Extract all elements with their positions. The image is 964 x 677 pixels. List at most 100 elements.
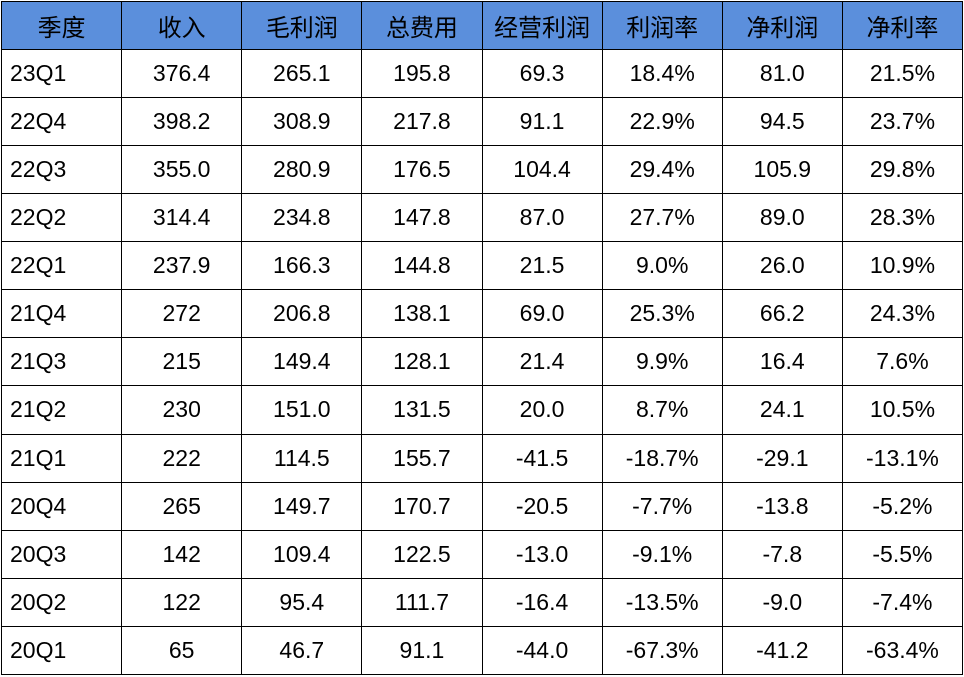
value-cell: 27.7% <box>601 193 723 243</box>
value-cell: 376.4 <box>121 48 243 99</box>
value-cell: 155.7 <box>361 433 483 483</box>
value-cell: 149.4 <box>241 337 363 387</box>
value-cell: 166.3 <box>241 241 363 291</box>
value-cell: 22.9% <box>601 97 723 147</box>
value-cell: -9.1% <box>601 529 723 579</box>
value-cell: -13.1% <box>841 433 964 483</box>
table-row: 22Q2 314.4 234.8 147.8 87.0 27.7% 89.0 28.3% <box>0 193 964 243</box>
table-row: 22Q3 355.0 280.9 176.5 104.4 29.4% 105.9 29.8% <box>0 145 964 195</box>
value-cell: 234.8 <box>241 193 363 243</box>
value-cell: 147.8 <box>361 193 483 243</box>
quarter-cell: 22Q3 <box>0 145 123 195</box>
table-row: 22Q1 237.9 166.3 144.8 21.5 9.0% 26.0 10.9% <box>0 241 964 291</box>
header-cell: 利润率 <box>601 1 723 50</box>
header-cell: 总费用 <box>361 1 483 50</box>
quarter-cell: 21Q4 <box>0 289 123 339</box>
value-cell: 206.8 <box>241 289 363 339</box>
table-row: 21Q3 215 149.4 128.1 21.4 9.9% 16.4 7.6% <box>0 337 964 387</box>
header-cell: 净利率 <box>841 1 964 50</box>
quarter-cell: 20Q2 <box>0 577 123 627</box>
table-row: 20Q1 65 46.7 91.1 -44.0 -67.3% -41.2 -63.4% <box>0 625 964 676</box>
value-cell: -67.3% <box>601 625 723 676</box>
value-cell: 230 <box>121 385 243 435</box>
quarter-cell: 21Q2 <box>0 385 123 435</box>
value-cell: 95.4 <box>241 577 363 627</box>
table-row: 22Q4 398.2 308.9 217.8 91.1 22.9% 94.5 23.7% <box>0 97 964 147</box>
value-cell: 81.0 <box>721 48 843 99</box>
quarter-cell: 20Q1 <box>0 625 123 676</box>
value-cell: 21.5% <box>841 48 964 99</box>
table-row: 21Q2 230 151.0 131.5 20.0 8.7% 24.1 10.5% <box>0 385 964 435</box>
header-cell: 收入 <box>121 1 243 50</box>
header-cell: 经营利润 <box>481 1 603 50</box>
value-cell: 9.9% <box>601 337 723 387</box>
value-cell: 215 <box>121 337 243 387</box>
value-cell: 16.4 <box>721 337 843 387</box>
value-cell: -41.2 <box>721 625 843 676</box>
value-cell: 104.4 <box>481 145 603 195</box>
value-cell: 398.2 <box>121 97 243 147</box>
header-row: 季度 收入 毛利润 总费用 经营利润 利润率 净利润 净利率 <box>0 1 964 50</box>
value-cell: 105.9 <box>721 145 843 195</box>
quarter-cell: 22Q4 <box>0 97 123 147</box>
value-cell: -5.2% <box>841 481 964 531</box>
value-cell: 69.3 <box>481 48 603 99</box>
value-cell: 87.0 <box>481 193 603 243</box>
value-cell: 10.9% <box>841 241 964 291</box>
value-cell: -20.5 <box>481 481 603 531</box>
value-cell: 151.0 <box>241 385 363 435</box>
value-cell: -16.4 <box>481 577 603 627</box>
value-cell: -9.0 <box>721 577 843 627</box>
value-cell: 128.1 <box>361 337 483 387</box>
value-cell: 89.0 <box>721 193 843 243</box>
value-cell: -5.5% <box>841 529 964 579</box>
value-cell: 29.4% <box>601 145 723 195</box>
value-cell: 149.7 <box>241 481 363 531</box>
value-cell: -13.5% <box>601 577 723 627</box>
table-row: 23Q1 376.4 265.1 195.8 69.3 18.4% 81.0 21.5% <box>0 48 964 99</box>
value-cell: 7.6% <box>841 337 964 387</box>
value-cell: 355.0 <box>121 145 243 195</box>
value-cell: 308.9 <box>241 97 363 147</box>
value-cell: -7.8 <box>721 529 843 579</box>
value-cell: -29.1 <box>721 433 843 483</box>
value-cell: 122.5 <box>361 529 483 579</box>
header-cell: 季度 <box>0 1 123 50</box>
table-body: 23Q1 376.4 265.1 195.8 69.3 18.4% 81.0 21.5% 22Q… <box>0 48 964 676</box>
value-cell: -44.0 <box>481 625 603 676</box>
value-cell: 91.1 <box>361 625 483 676</box>
value-cell: 21.4 <box>481 337 603 387</box>
value-cell: 131.5 <box>361 385 483 435</box>
value-cell: 314.4 <box>121 193 243 243</box>
value-cell: 122 <box>121 577 243 627</box>
value-cell: 237.9 <box>121 241 243 291</box>
value-cell: 91.1 <box>481 97 603 147</box>
value-cell: 29.8% <box>841 145 964 195</box>
value-cell: 46.7 <box>241 625 363 676</box>
value-cell: 138.1 <box>361 289 483 339</box>
value-cell: -7.7% <box>601 481 723 531</box>
value-cell: 9.0% <box>601 241 723 291</box>
value-cell: 94.5 <box>721 97 843 147</box>
value-cell: 65 <box>121 625 243 676</box>
value-cell: 222 <box>121 433 243 483</box>
value-cell: 25.3% <box>601 289 723 339</box>
value-cell: 176.5 <box>361 145 483 195</box>
table-row: 20Q4 265 149.7 170.7 -20.5 -7.7% -13.8 -5.2% <box>0 481 964 531</box>
quarter-cell: 21Q3 <box>0 337 123 387</box>
value-cell: 265.1 <box>241 48 363 99</box>
quarter-cell: 20Q3 <box>0 529 123 579</box>
value-cell: 109.4 <box>241 529 363 579</box>
value-cell: 170.7 <box>361 481 483 531</box>
quarter-cell: 22Q1 <box>0 241 123 291</box>
value-cell: 265 <box>121 481 243 531</box>
value-cell: 142 <box>121 529 243 579</box>
header-cell: 净利润 <box>721 1 843 50</box>
value-cell: 114.5 <box>241 433 363 483</box>
value-cell: 8.7% <box>601 385 723 435</box>
value-cell: 28.3% <box>841 193 964 243</box>
quarter-cell: 22Q2 <box>0 193 123 243</box>
value-cell: 23.7% <box>841 97 964 147</box>
